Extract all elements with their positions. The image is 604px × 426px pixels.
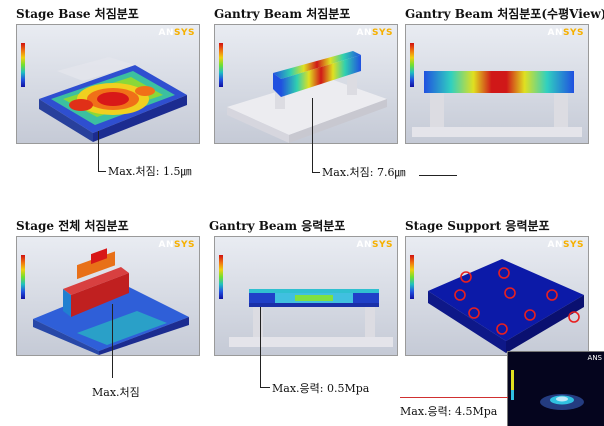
- simulation-panel-gantry-beam-stress: ANSYS: [214, 236, 398, 356]
- leader-line: [260, 307, 261, 387]
- zoom-detail-plot: [511, 370, 584, 410]
- simulation-panel-gantry-beam-deflection: ANSYS: [214, 24, 398, 144]
- leader-line: [312, 172, 320, 173]
- leader-line: [312, 98, 313, 172]
- panel-title-stage-total: Stage 전체 처짐분포: [16, 219, 129, 233]
- simulation-panel-stage-support-stress: ANSYS: [405, 236, 589, 356]
- ansys-logo: ANSYS: [158, 240, 195, 250]
- leader-line: [112, 304, 113, 378]
- max-deflection-label-base: Max.처짐: 1.5㎛: [108, 165, 192, 178]
- max-deflection-label-total: Max.처짐: [92, 386, 140, 399]
- leader-line: [98, 171, 106, 172]
- stage-total-plot: [33, 248, 189, 355]
- color-legend: [410, 43, 414, 87]
- leader-line: [98, 131, 99, 171]
- panel-title-gantry-beam-horizontal: Gantry Beam 처짐분포(수평View): [405, 7, 604, 21]
- color-legend: [21, 43, 25, 87]
- color-legend: [410, 255, 414, 299]
- leader-line: [260, 387, 270, 388]
- simulation-panel-gantry-beam-horizontal: ANSYS: [405, 24, 589, 144]
- panel-title-gantry-beam-stress: Gantry Beam 응력분포: [209, 219, 346, 233]
- color-legend: [219, 43, 223, 87]
- max-stress-label-beam: Max.응력: 0.5Mpa: [272, 382, 370, 395]
- panel-title-stage-support-stress: Stage Support 응력분포: [405, 219, 550, 233]
- panel-title-gantry-beam-deflection: Gantry Beam 처짐분포: [214, 7, 351, 21]
- gantry-beam-horizontal-plot: [412, 71, 582, 137]
- color-legend: [219, 255, 223, 299]
- ansys-logo: ANSYS: [158, 28, 195, 38]
- stage-base-plot: [39, 57, 187, 142]
- max-deflection-label-beam: Max.처짐: 7.6㎛: [322, 166, 406, 179]
- gantry-beam-plot: [227, 51, 387, 143]
- color-legend: [21, 255, 25, 299]
- ansys-logo: ANSYS: [547, 28, 584, 38]
- leader-line: [419, 175, 457, 176]
- ansys-logo: ANSYS: [547, 240, 584, 250]
- stage-support-plot: [428, 259, 584, 353]
- simulation-panel-stage-total: ANSYS: [16, 236, 200, 356]
- max-stress-label-support: Max.응력: 4.5Mpa: [400, 405, 498, 418]
- ansys-logo: ANS: [587, 354, 602, 362]
- stress-zoom-inset: ANS: [507, 351, 604, 426]
- ansys-logo: ANSYS: [356, 28, 393, 38]
- panel-title-stage-base: Stage Base 처짐분포: [16, 7, 139, 21]
- leader-line: [400, 397, 508, 398]
- ansys-logo: ANSYS: [356, 240, 393, 250]
- simulation-panel-stage-base: ANSYS: [16, 24, 200, 144]
- gantry-beam-stress-plot: [229, 289, 393, 347]
